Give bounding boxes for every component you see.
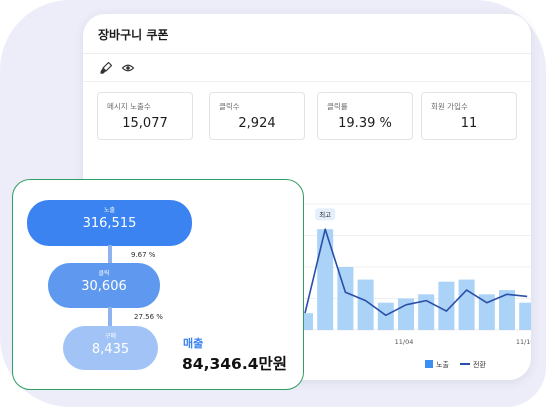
- bar: [317, 229, 334, 330]
- bar: [478, 294, 495, 330]
- funnel-rate: 27.56 %: [134, 313, 163, 321]
- kpi-label: 클릭수: [219, 102, 240, 111]
- funnel-stage-label: 클릭: [98, 270, 110, 277]
- series-line: [304, 228, 528, 317]
- kpi-value: 15,077: [122, 116, 168, 131]
- legend-swatch-bar: [425, 360, 433, 368]
- divider: [83, 81, 531, 82]
- bar: [519, 302, 531, 330]
- x-tick-label: 11/04: [395, 338, 414, 346]
- brush-icon[interactable]: [99, 60, 113, 74]
- kpi-card: 클릭수 2,924: [209, 92, 305, 140]
- kpi-label: 회원 가입수: [431, 102, 468, 111]
- funnel-card: 노출 316,515 9.67 % 클릭 30,606 27.56 % 구매 8…: [12, 179, 304, 390]
- bar: [438, 281, 455, 330]
- kpi-value: 11: [460, 116, 478, 131]
- funnel-connector: [108, 245, 112, 264]
- bar: [499, 290, 515, 330]
- legend-label: 전환: [473, 361, 486, 369]
- funnel-stage-value: 316,515: [82, 216, 137, 231]
- legend-line: 전환: [460, 360, 486, 370]
- kpi-label: 메시지 노출수: [107, 102, 151, 111]
- kpi-card: 클릭률 19.39 %: [317, 92, 413, 140]
- bar: [377, 302, 394, 330]
- funnel-rate: 9.67 %: [131, 251, 156, 259]
- legend-label: 노출: [436, 361, 449, 369]
- kpi-value: 19.39 %: [338, 116, 392, 131]
- combo-chart: 최고 11/04 11/10: [263, 203, 531, 346]
- funnel-stage-purchases: 구매 8,435: [63, 326, 158, 370]
- x-tick-label: 11/10: [516, 338, 531, 346]
- divider: [83, 53, 531, 54]
- kpi-value: 2,924: [238, 116, 276, 131]
- bar: [337, 267, 354, 330]
- kpi-card: 회원 가입수 11: [421, 92, 517, 140]
- funnel-stage-clicks: 클릭 30,606: [48, 263, 160, 308]
- funnel-stage-label: 노출: [103, 207, 116, 214]
- eye-icon[interactable]: [121, 60, 135, 74]
- annotation-badge: [315, 208, 336, 221]
- bar: [458, 279, 475, 330]
- page-title: 장바구니 쿠폰: [98, 28, 169, 42]
- sales-value: 84,346.4만원: [182, 355, 288, 373]
- funnel-stage-value: 8,435: [91, 342, 130, 357]
- bar: [357, 279, 374, 330]
- annotation-label: 최고: [319, 210, 331, 219]
- funnel-stage-impressions: 노출 316,515: [27, 200, 192, 246]
- bar: [418, 294, 435, 330]
- sales-label: 매출: [183, 337, 204, 350]
- kpi-card: 메시지 노출수 15,077: [97, 92, 193, 140]
- legend-swatch-line: [460, 363, 470, 365]
- funnel-connector: [108, 307, 112, 327]
- funnel-stage-value: 30,606: [81, 279, 127, 294]
- legend-bar: 노출: [425, 360, 449, 370]
- kpi-label: 클릭률: [327, 102, 348, 111]
- funnel-stage-label: 구매: [104, 333, 117, 340]
